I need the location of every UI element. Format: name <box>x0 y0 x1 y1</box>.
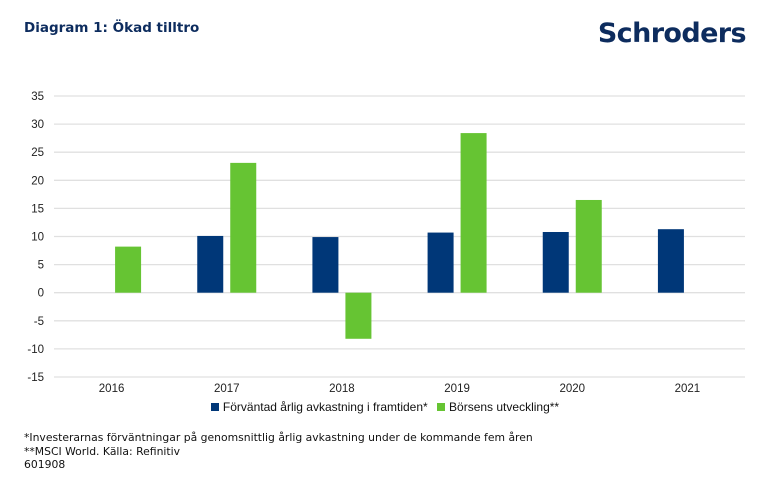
y-tick-label: 10 <box>31 232 44 244</box>
bar-market-performance-2018 <box>345 292 372 339</box>
y-tick-label: 0 <box>38 288 44 300</box>
bar-market-performance-2017 <box>230 162 257 293</box>
bar-expected-return-2021 <box>657 229 684 293</box>
legend-label: Förväntad årlig avkastning i framtiden* <box>222 400 428 414</box>
x-tick-label: 2020 <box>559 383 585 395</box>
y-tick-label: 20 <box>31 175 44 187</box>
bar-market-performance-2020 <box>575 199 602 293</box>
legend-item-expected-return: Förväntad årlig avkastning i framtiden* <box>210 400 428 414</box>
y-tick-label: -10 <box>27 344 44 356</box>
bar-expected-return-2018 <box>312 237 339 293</box>
bar-expected-return-2017 <box>197 235 224 293</box>
y-tick-label: -5 <box>34 316 44 328</box>
document-code: 601908 <box>24 458 66 471</box>
x-axis-ticks: 2016 2017 2018 2019 2020 2021 <box>99 383 700 395</box>
y-tick-label: 5 <box>38 260 44 272</box>
chart-title: Diagram 1: Ökad tilltro <box>24 20 200 36</box>
legend-swatch-blue <box>210 403 219 411</box>
bar-expected-return-2020 <box>542 232 569 293</box>
x-tick-label: 2019 <box>444 383 470 395</box>
footnote-2: **MSCI World. Källa: Refinitiv <box>24 444 181 458</box>
bar-expected-return-2019 <box>427 232 454 293</box>
y-axis-ticks: 35 30 25 20 15 10 5 0 -5 -10 -15 <box>27 91 44 384</box>
legend-label: Börsens utveckling** <box>449 400 560 414</box>
footnotes: *Investerarnas förväntningar på genomsni… <box>24 431 533 472</box>
x-tick-label: 2017 <box>214 383 240 395</box>
y-tick-label: 15 <box>31 203 44 215</box>
y-tick-label: -15 <box>27 372 44 384</box>
x-tick-label: 2016 <box>99 383 125 395</box>
y-tick-label: 35 <box>31 91 44 103</box>
bar-market-performance-2019 <box>460 133 487 293</box>
y-tick-label: 30 <box>31 119 44 131</box>
schroders-logo: Schroders <box>597 18 747 49</box>
x-tick-label: 2018 <box>329 383 355 395</box>
bars <box>115 133 684 339</box>
footnote-1: *Investerarnas förväntningar på genomsni… <box>24 431 533 444</box>
bar-market-performance-2016 <box>115 246 142 293</box>
x-tick-label: 2021 <box>675 383 701 395</box>
legend-swatch-green <box>437 403 446 411</box>
legend-item-market-performance: Börsens utveckling** <box>437 400 559 414</box>
y-tick-label: 25 <box>31 147 44 159</box>
gridlines <box>54 95 745 378</box>
legend: Förväntad årlig avkastning i framtiden* … <box>0 400 770 414</box>
